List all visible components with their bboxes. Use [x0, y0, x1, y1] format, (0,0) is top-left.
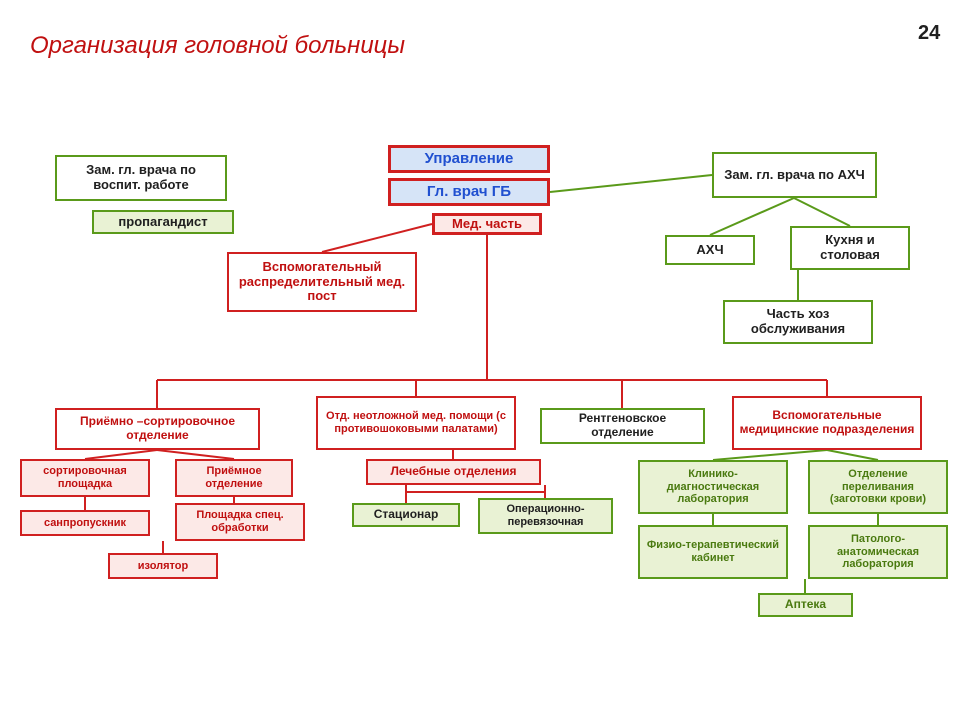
node-spec-obr: Площадка спец. обработки [175, 503, 305, 541]
node-priem-sort: Приёмно –сортировочное отделение [55, 408, 260, 450]
node-fizio: Физио-терапевтический кабинет [638, 525, 788, 579]
node-upr: Управление [388, 145, 550, 173]
node-med-chast: Мед. часть [432, 213, 542, 235]
page-number: 24 [918, 22, 940, 45]
node-zam-ahch: Зам. гл. врача по АХЧ [712, 152, 877, 198]
node-propag: пропагандист [92, 210, 234, 234]
node-glav: Гл. врач ГБ [388, 178, 550, 206]
node-zam-vosp: Зам. гл. врача по воспит. работе [55, 155, 227, 201]
node-vsp-post: Вспомогательный распределительный мед. п… [227, 252, 417, 312]
node-neotl: Отд. неотложной мед. помощи (с противошо… [316, 396, 516, 450]
node-sanprop: санпропускник [20, 510, 150, 536]
node-clin-lab: Клинико-диагностическая лаборатория [638, 460, 788, 514]
node-sort-pl: сортировочная площадка [20, 459, 150, 497]
node-lech: Лечебные отделения [366, 459, 541, 485]
node-kitchen: Кухня и столовая [790, 226, 910, 270]
node-oper: Операционно-перевязочная [478, 498, 613, 534]
node-vsp-med: Вспомогательные медицинские подразделени… [732, 396, 922, 450]
node-stac: Стационар [352, 503, 460, 527]
node-ahch: АХЧ [665, 235, 755, 265]
node-hoz: Часть хоз обслуживания [723, 300, 873, 344]
node-xray: Рентгеновское отделение [540, 408, 705, 444]
node-perel: Отделение переливания (заготовки крови) [808, 460, 948, 514]
page-title: Организация головной больницы [30, 32, 405, 60]
node-izol: изолятор [108, 553, 218, 579]
node-patho: Патолого-анатомическая лаборатория [808, 525, 948, 579]
node-apteka: Аптека [758, 593, 853, 617]
node-priem-otd: Приёмное отделение [175, 459, 293, 497]
